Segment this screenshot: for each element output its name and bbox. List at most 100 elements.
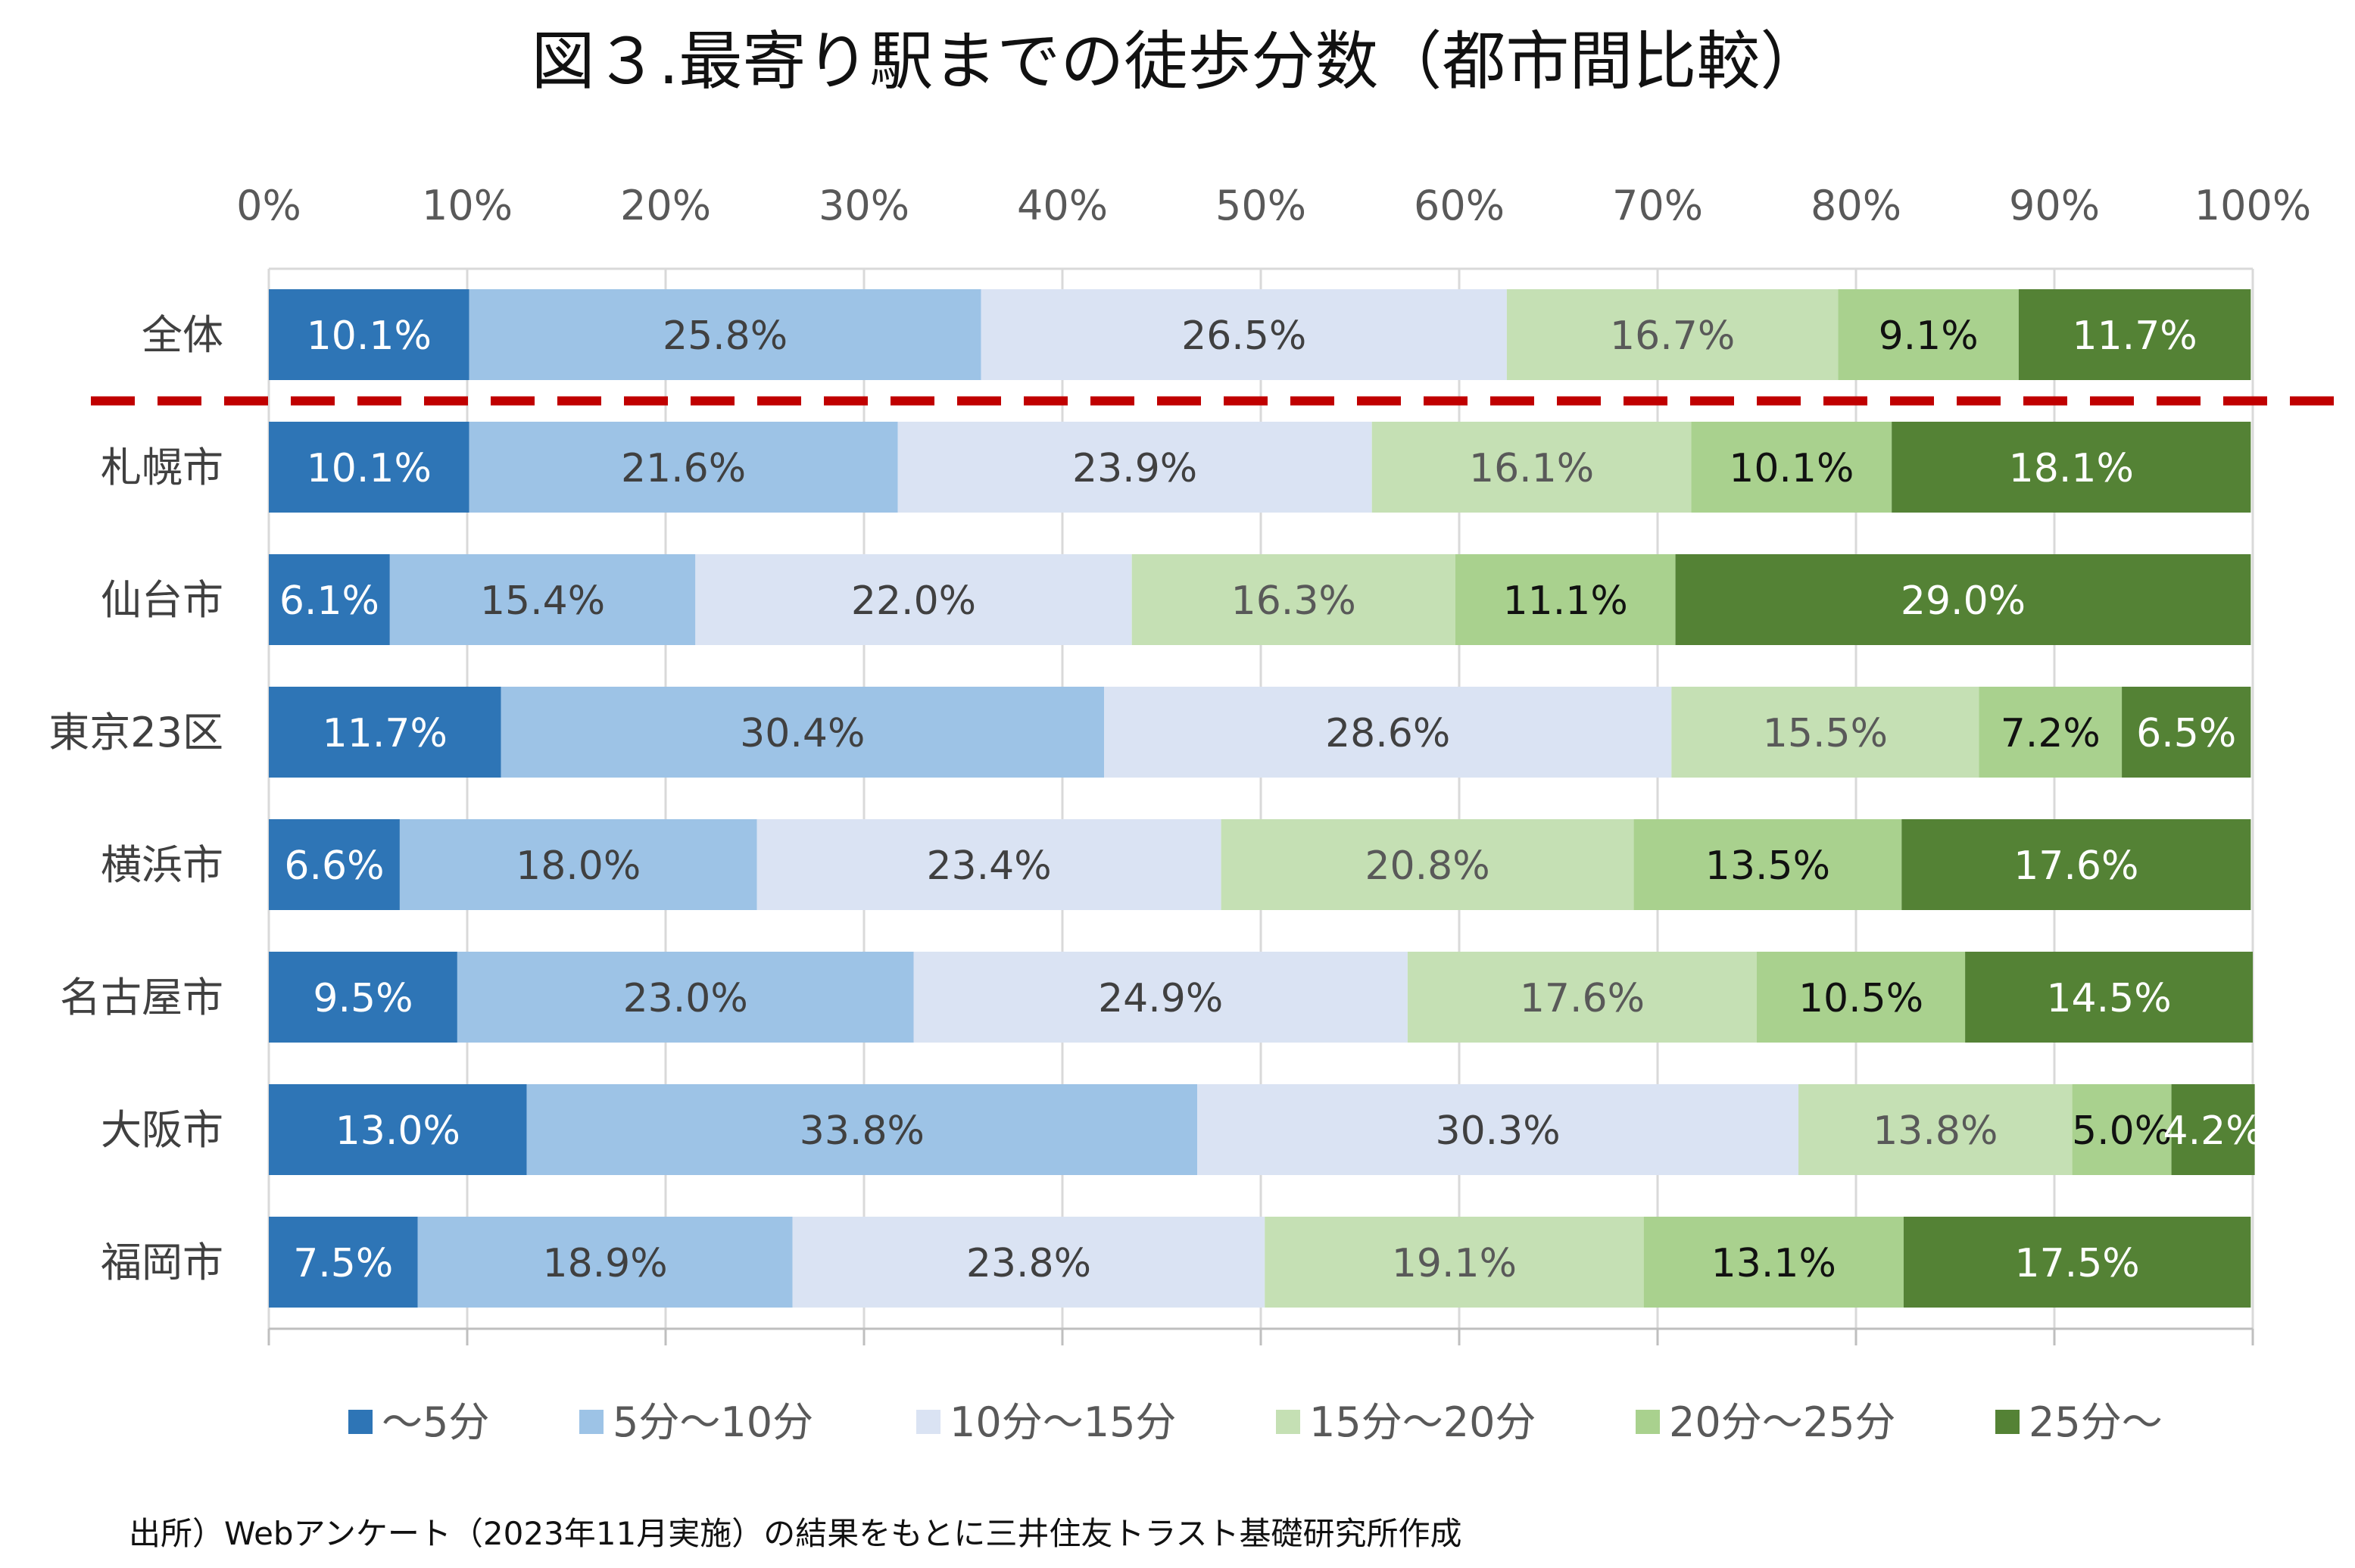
category-label: 大阪市	[101, 1106, 223, 1154]
x-tick-label: 20%	[620, 182, 711, 229]
bar-segment	[269, 819, 400, 910]
legend-swatch	[1636, 1410, 1660, 1434]
bar-segment	[2122, 687, 2251, 778]
bar-segment	[417, 1217, 793, 1308]
bar-segment	[469, 289, 981, 380]
bar-segment	[792, 1217, 1265, 1308]
bar-value-label: 13.0%	[335, 1108, 460, 1154]
bar-segment	[2072, 1084, 2172, 1175]
bar-segment	[1892, 422, 2251, 513]
bar-value-label: 7.2%	[2001, 711, 2101, 756]
bar-segment	[1903, 1217, 2251, 1308]
bar-segment	[2171, 1084, 2255, 1175]
legend-label: 10分～15分	[950, 1398, 1176, 1446]
bar-value-label: 7.5%	[293, 1241, 393, 1286]
bar-segment	[1691, 422, 1892, 513]
bar-value-label: 14.5%	[2046, 976, 2171, 1021]
bar-segment	[1455, 554, 1676, 645]
bar-value-label: 10.1%	[307, 313, 432, 359]
bar-value-label: 5.0%	[2072, 1108, 2172, 1154]
x-tick-label: 50%	[1215, 182, 1306, 229]
bar-value-label: 18.0%	[516, 843, 641, 889]
x-tick-label: 10%	[422, 182, 513, 229]
bar-segment	[1197, 1084, 1799, 1175]
bar-segment	[269, 289, 469, 380]
bar-value-label: 15.4%	[480, 578, 605, 624]
bar-segment	[695, 554, 1132, 645]
bar-value-label: 30.4%	[740, 711, 865, 756]
bar-value-label: 23.9%	[1072, 446, 1197, 491]
category-label: 名古屋市	[60, 974, 223, 1021]
bar-segment	[756, 819, 1221, 910]
bar-value-label: 28.6%	[1325, 711, 1450, 756]
bar-segment	[269, 1084, 527, 1175]
x-tick-label: 80%	[1811, 182, 1901, 229]
bar-value-label: 6.1%	[279, 578, 379, 624]
bar-segment	[1104, 687, 1672, 778]
bar-segment	[269, 687, 501, 778]
bar-value-label: 17.6%	[1520, 976, 1645, 1021]
bar-value-label: 16.3%	[1231, 578, 1356, 624]
bar-value-label: 9.1%	[1879, 313, 1979, 359]
bar-segment	[897, 422, 1372, 513]
bar-value-label: 10.1%	[307, 446, 432, 491]
bar-segment	[1671, 687, 1979, 778]
bar-segment	[1633, 819, 1902, 910]
bar-value-label: 4.2%	[2163, 1108, 2263, 1154]
x-tick-label: 100%	[2194, 182, 2311, 229]
bar-value-label: 10.5%	[1798, 976, 1923, 1021]
bar-value-label: 10.1%	[1729, 446, 1854, 491]
x-tick-label: 0%	[236, 182, 301, 229]
bar-segment	[1371, 422, 1692, 513]
bar-segment	[526, 1084, 1198, 1175]
bar-segment	[1838, 289, 2019, 380]
category-label: 全体	[142, 311, 223, 359]
legend-swatch	[579, 1410, 604, 1434]
bar-segment	[1675, 554, 2251, 645]
x-tick-label: 60%	[1414, 182, 1505, 229]
bar-value-label: 16.7%	[1610, 313, 1735, 359]
bar-value-label: 26.5%	[1181, 313, 1306, 359]
bar-segment	[1506, 289, 1839, 380]
category-label: 福岡市	[101, 1239, 223, 1286]
bar-value-label: 18.1%	[2009, 446, 2134, 491]
bar-value-label: 29.0%	[1901, 578, 2026, 624]
bar-segment	[1643, 1217, 1904, 1308]
bar-segment	[457, 952, 914, 1043]
bar-value-label: 33.8%	[800, 1108, 925, 1154]
category-label: 東京23区	[48, 709, 223, 756]
bar-value-label: 20.8%	[1365, 843, 1489, 889]
bar-value-label: 16.1%	[1469, 446, 1594, 491]
bar-segment	[1131, 554, 1455, 645]
bar-value-label: 13.8%	[1873, 1108, 1998, 1154]
bar-segment	[2018, 289, 2251, 380]
bar-value-label: 9.5%	[313, 976, 413, 1021]
bar-value-label: 13.5%	[1705, 843, 1830, 889]
bar-segment	[913, 952, 1408, 1043]
bar-value-label: 24.9%	[1098, 976, 1223, 1021]
bar-value-label: 6.6%	[284, 843, 384, 889]
bar-value-label: 11.1%	[1503, 578, 1628, 624]
bar-segment	[269, 952, 457, 1043]
bar-value-label: 13.1%	[1711, 1241, 1836, 1286]
bar-segment	[1965, 952, 2253, 1043]
legend-label: 25分～	[2029, 1398, 2163, 1446]
x-tick-label: 70%	[1612, 182, 1703, 229]
category-label: 横浜市	[101, 841, 223, 889]
bar-segment	[269, 422, 469, 513]
category-label: 仙台市	[101, 576, 223, 624]
bar-segment	[269, 554, 390, 645]
legend-swatch	[348, 1410, 373, 1434]
bar-value-label: 11.7%	[323, 711, 448, 756]
bar-segment	[1221, 819, 1634, 910]
bar-value-label: 17.6%	[2013, 843, 2138, 889]
bar-segment	[501, 687, 1105, 778]
x-tick-label: 30%	[819, 182, 909, 229]
bar-value-label: 23.8%	[966, 1241, 1091, 1286]
chart-title: 図３.最寄り駅までの徒歩分数（都市間比較）	[532, 24, 1824, 98]
bar-value-label: 22.0%	[851, 578, 976, 624]
bar-value-label: 25.8%	[663, 313, 788, 359]
bar-value-label: 15.5%	[1763, 711, 1888, 756]
bar-value-label: 19.1%	[1392, 1241, 1517, 1286]
